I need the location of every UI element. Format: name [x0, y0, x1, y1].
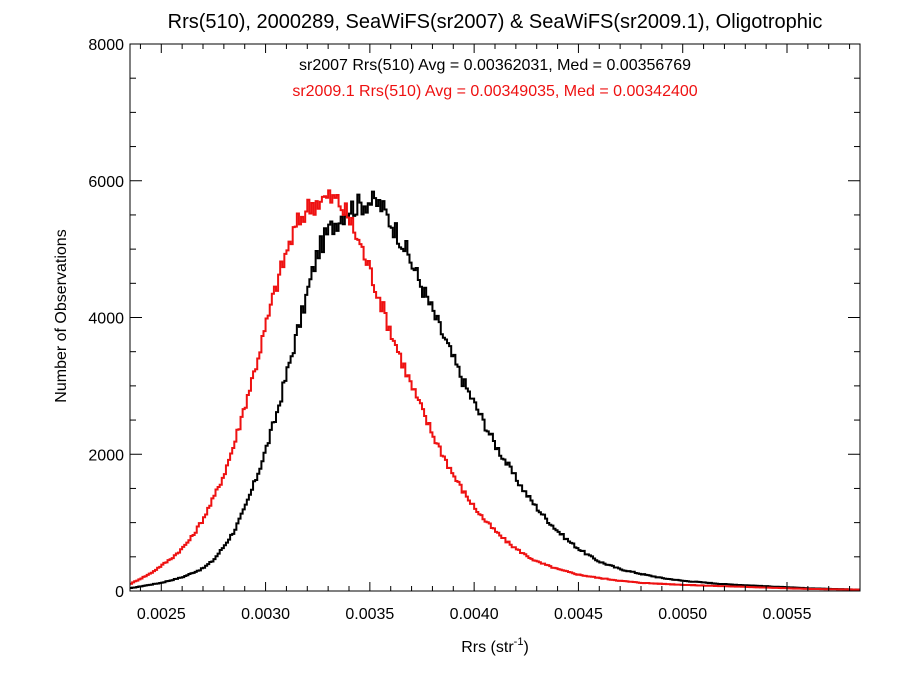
x-tick-label: 0.0050: [658, 606, 707, 623]
x-axis-label: Rrs (str-1): [461, 636, 529, 656]
y-tick-label: 2000: [88, 447, 124, 464]
x-axis-label-superscript: -1: [514, 636, 524, 648]
x-tick-label: 0.0035: [345, 606, 394, 623]
x-tick-label: 0.0040: [450, 606, 499, 623]
chart-title: Rrs(510), 2000289, SeaWiFS(sr2007) & Sea…: [168, 11, 823, 33]
x-axis-label-suffix: ): [523, 639, 528, 656]
y-tick-label: 8000: [88, 37, 124, 54]
series-line-2: [130, 189, 860, 591]
y-tick-label: 4000: [88, 311, 124, 328]
annotation-1: sr2007 Rrs(510) Avg = 0.00362031, Med = …: [299, 57, 691, 74]
annotation-2: sr2009.1 Rrs(510) Avg = 0.00349035, Med …: [292, 83, 697, 100]
plot-frame: [129, 43, 861, 592]
y-tick-label: 0: [115, 584, 124, 601]
x-axis-label-text: Rrs (str: [461, 639, 514, 656]
y-axis-label: Number of Observations: [53, 229, 70, 402]
x-tick-label: 0.0045: [554, 606, 603, 623]
x-tick-label: 0.0030: [241, 606, 290, 623]
y-tick-label: 6000: [88, 174, 124, 191]
series-line-1: [130, 190, 860, 591]
x-tick-label: 0.0055: [763, 606, 812, 623]
ticks-layer: 0.0025 0.0030 0.0035 0.0040 0.0045 0.0050 0.00…: [88, 37, 860, 623]
series-layer: [130, 189, 860, 591]
annotations: sr2007 Rrs(510) Avg = 0.00362031, Med = …: [292, 57, 697, 100]
x-tick-label: 0.0025: [137, 606, 186, 623]
